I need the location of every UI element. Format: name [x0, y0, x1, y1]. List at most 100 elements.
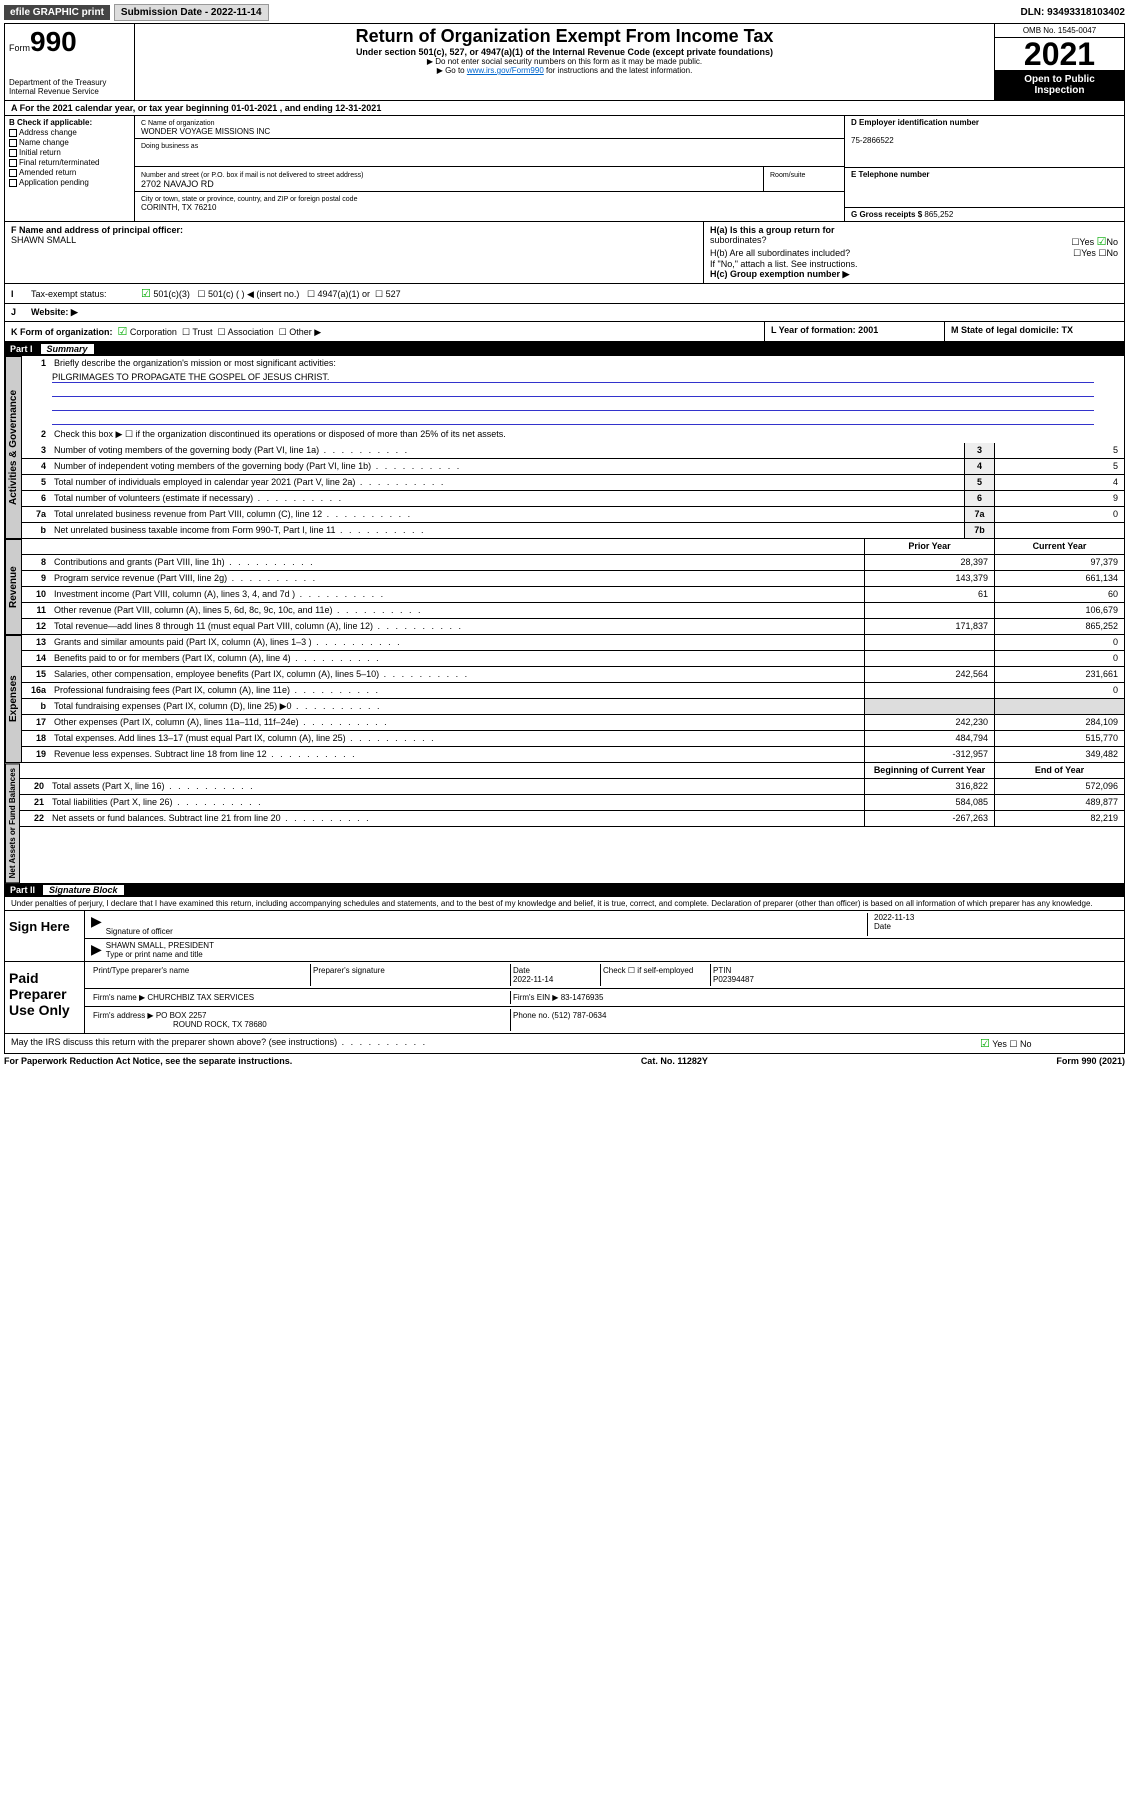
prep-check-label: Check ☐ if self-employed [601, 964, 711, 986]
line-9: 9Program service revenue (Part VIII, lin… [22, 571, 1124, 587]
form-number: 990 [30, 26, 77, 57]
part1-title: Summary [41, 344, 94, 354]
line-11: 11Other revenue (Part VIII, column (A), … [22, 603, 1124, 619]
gov-line-7a: 7aTotal unrelated business revenue from … [22, 507, 1124, 523]
dept-label: Department of the Treasury [9, 78, 130, 87]
section-b: B Check if applicable: Address change Na… [4, 116, 1125, 222]
hb-label: H(b) Are all subordinates included? [710, 248, 850, 259]
ha-sub: subordinates? [710, 235, 767, 248]
dln: DLN: 93493318103402 [1020, 7, 1125, 18]
row-k-l-m: K Form of organization: ☑ Corporation ☐ … [4, 322, 1125, 342]
revenue-label: Revenue [5, 539, 22, 635]
k-label: K Form of organization: [11, 327, 113, 337]
phone-label: Phone no. [513, 1011, 549, 1020]
governance-label: Activities & Governance [5, 356, 22, 539]
mission-text: PILGRIMAGES TO PROPAGATE THE GOSPEL OF J… [52, 372, 1094, 383]
subtitle-2: ▶ Do not enter social security numbers o… [143, 57, 986, 66]
part2-title: Signature Block [43, 885, 124, 895]
submission-btn[interactable]: Submission Date - 2022-11-14 [114, 4, 269, 21]
part2-label: Part II [10, 885, 43, 895]
expenses-label: Expenses [5, 635, 22, 763]
gov-line-3: 3Number of voting members of the governi… [22, 443, 1124, 459]
sign-here-section: Sign Here ▶ Signature of officer 2022-11… [4, 911, 1125, 962]
opt-501c3: 501(c)(3) [153, 289, 190, 299]
check-final-return-terminated[interactable]: Final return/terminated [9, 158, 130, 167]
efile-btn[interactable]: efile GRAPHIC print [4, 5, 110, 20]
part1-header: Part I Summary [4, 342, 1125, 356]
hb-answer: ☐Yes ☐No [1073, 248, 1118, 259]
form-label: Form [9, 43, 30, 53]
footer-left: For Paperwork Reduction Act Notice, see … [4, 1056, 292, 1066]
line-20: 20Total assets (Part X, line 16)316,8225… [20, 779, 1124, 795]
street-label: Number and street (or P.O. box if mail i… [141, 172, 363, 179]
irs-label: Internal Revenue Service [9, 87, 130, 96]
ha-label: H(a) Is this a group return for [710, 225, 835, 235]
line-10: 10Investment income (Part VIII, column (… [22, 587, 1124, 603]
footer-right: Form 990 (2021) [1056, 1056, 1125, 1066]
opt-501c: 501(c) ( ) ◀ (insert no.) [208, 289, 299, 299]
part2-header: Part II Signature Block [4, 883, 1125, 897]
governance-section: Activities & Governance 1Briefly describ… [4, 356, 1125, 539]
row-a: A For the 2021 calendar year, or tax yea… [4, 101, 1125, 116]
hc-label: H(c) Group exemption number ▶ [710, 269, 849, 279]
prep-name-label: Print/Type preparer's name [91, 964, 311, 986]
street-address: 2702 NAVAJO RD [141, 179, 214, 189]
opt-other: Other ▶ [289, 327, 321, 337]
m-state: M State of legal domicile: TX [951, 325, 1073, 335]
check-application-pending[interactable]: Application pending [9, 178, 130, 187]
firm-ein: 83-1476935 [561, 993, 604, 1002]
ha-answer: ☐Yes ☑No [1071, 235, 1118, 248]
org-name: WONDER VOYAGE MISSIONS INC [141, 127, 270, 136]
line-14: 14Benefits paid to or for members (Part … [22, 651, 1124, 667]
row-i: I Tax-exempt status: ☑ 501(c)(3) ☐ 501(c… [4, 284, 1125, 304]
tax-year: 2021 [995, 38, 1124, 70]
room-label: Room/suite [770, 172, 805, 179]
check-address-change[interactable]: Address change [9, 128, 130, 137]
preparer-section: Paid Preparer Use Only Print/Type prepar… [4, 962, 1125, 1034]
page-footer: For Paperwork Reduction Act Notice, see … [4, 1054, 1125, 1068]
sig-date-label: Date [874, 922, 891, 931]
sig-date: 2022-11-13 [874, 913, 1118, 922]
discuss-answer: ☑ Yes ☐ No [974, 1034, 1124, 1053]
irs-link[interactable]: www.irs.gov/Form990 [467, 66, 544, 75]
line-15: 15Salaries, other compensation, employee… [22, 667, 1124, 683]
discuss-text: May the IRS discuss this return with the… [5, 1034, 974, 1053]
e-label: E Telephone number [851, 170, 930, 179]
line-21: 21Total liabilities (Part X, line 26)584… [20, 795, 1124, 811]
d-label: D Employer identification number [851, 118, 979, 127]
check-amended-return[interactable]: Amended return [9, 168, 130, 177]
gov-line-6: 6Total number of volunteers (estimate if… [22, 491, 1124, 507]
prior-year-header: Prior Year [864, 539, 994, 554]
part1-label: Part I [10, 344, 41, 354]
check-initial-return[interactable]: Initial return [9, 148, 130, 157]
phone: (512) 787-0634 [552, 1011, 607, 1020]
firm-addr-label: Firm's address ▶ [93, 1011, 154, 1020]
inspection-badge: Open to PublicInspection [995, 70, 1124, 100]
begin-year-header: Beginning of Current Year [864, 763, 994, 778]
opt-527: 527 [386, 289, 401, 299]
line-b: bTotal fundraising expenses (Part IX, co… [22, 699, 1124, 715]
website-label: Website: ▶ [31, 307, 78, 317]
firm-name: CHURCHBIZ TAX SERVICES [147, 993, 254, 1002]
sig-name: SHAWN SMALL, PRESIDENT [106, 941, 1118, 950]
check-name-change[interactable]: Name change [9, 138, 130, 147]
firm-addr1: PO BOX 2257 [156, 1011, 207, 1020]
ptin-label: PTIN [713, 966, 731, 975]
subtitle-1: Under section 501(c), 527, or 4947(a)(1)… [143, 47, 986, 57]
line-18: 18Total expenses. Add lines 13–17 (must … [22, 731, 1124, 747]
opt-corp: Corporation [130, 327, 177, 337]
f-label: F Name and address of principal officer: [11, 225, 183, 235]
l-year: L Year of formation: 2001 [771, 325, 878, 335]
netassets-section: Net Assets or Fund Balances Beginning of… [4, 763, 1125, 883]
firm-name-label: Firm's name ▶ [93, 993, 145, 1002]
form-title: Return of Organization Exempt From Incom… [143, 26, 986, 47]
prep-date: 2022-11-14 [513, 975, 553, 984]
gov-line-b: bNet unrelated business taxable income f… [22, 523, 1124, 539]
sign-here-label: Sign Here [5, 911, 85, 961]
sig-name-label: Type or print name and title [106, 950, 203, 959]
gross-receipts: 865,252 [924, 210, 953, 219]
line-13: 13Grants and similar amounts paid (Part … [22, 635, 1124, 651]
discuss-row: May the IRS discuss this return with the… [4, 1034, 1125, 1054]
line-17: 17Other expenses (Part IX, column (A), l… [22, 715, 1124, 731]
line1-text: Briefly describe the organization's miss… [50, 356, 1124, 372]
